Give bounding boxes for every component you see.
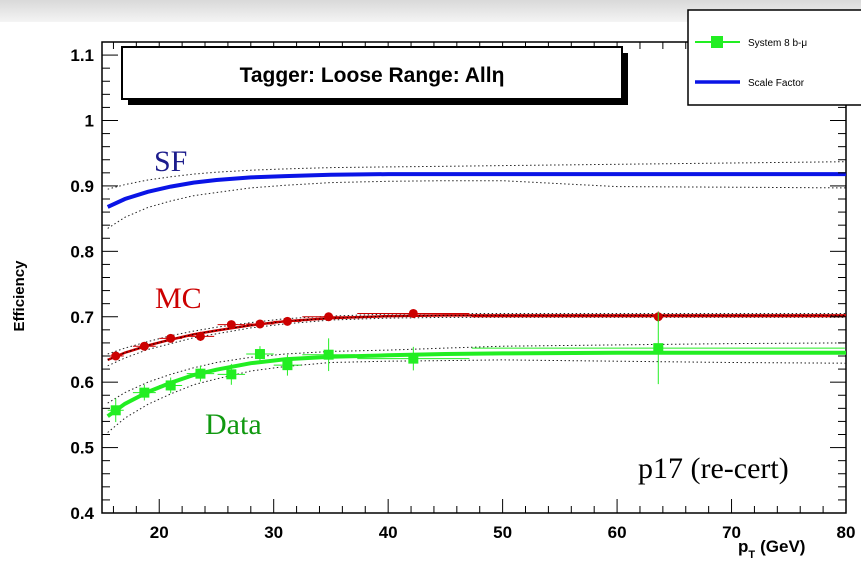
mc-point xyxy=(139,341,149,351)
mc-annotation: MC xyxy=(155,282,202,315)
x-tick-label: 80 xyxy=(837,523,856,542)
data-fit-curve xyxy=(106,350,846,418)
sf-curve xyxy=(106,172,846,209)
legend-data-label: System 8 b-μ xyxy=(748,38,807,49)
x-tick-label: 60 xyxy=(608,523,627,542)
y-tick-label: 0.7 xyxy=(70,308,94,327)
data-point xyxy=(195,368,206,379)
sf-band-upper xyxy=(107,161,847,190)
y-tick-label: 0.4 xyxy=(70,504,94,523)
y-tick-label: 0.8 xyxy=(70,242,94,261)
window-top-strip xyxy=(0,0,861,22)
data-annotation: Data xyxy=(205,408,262,441)
data-point xyxy=(408,353,419,364)
mc-point xyxy=(282,316,292,326)
legend-data-marker xyxy=(711,36,723,48)
y-tick-label: 0.5 xyxy=(70,439,94,458)
x-axis-label-p: p xyxy=(738,537,748,556)
mc-point xyxy=(195,331,205,341)
x-tick-label: 40 xyxy=(379,523,398,542)
x-axis-label: pT (GeV) xyxy=(738,537,805,561)
y-tick-label: 1 xyxy=(85,112,94,131)
x-axis-label-subscript: T xyxy=(748,549,755,561)
mc-point xyxy=(408,308,418,318)
sf-band-lower xyxy=(107,180,847,229)
mc-band-lower xyxy=(107,316,846,367)
mc-point xyxy=(226,320,236,330)
mc-point xyxy=(166,333,176,343)
x-tick-label: 30 xyxy=(264,523,283,542)
data-point xyxy=(254,349,265,360)
data-point xyxy=(653,343,664,354)
data-point xyxy=(323,349,334,360)
mc-point xyxy=(255,319,265,329)
x-tick-label: 50 xyxy=(493,523,512,542)
data-point xyxy=(110,405,121,416)
x-tick-label: 70 xyxy=(722,523,741,542)
y-tick-label: 0.9 xyxy=(70,177,94,196)
legend-box xyxy=(687,9,861,106)
data-point xyxy=(165,380,176,391)
data-point xyxy=(226,369,237,380)
mc-point xyxy=(324,312,334,322)
chart-title: Tagger: Loose Range: Allη xyxy=(240,64,505,87)
mc-fit-curve-dotted xyxy=(107,314,846,361)
y-tick-label: 0.6 xyxy=(70,373,94,392)
mc-point xyxy=(111,351,121,361)
legend-sf-label: Scale Factor xyxy=(748,78,805,89)
y-axis-label: Efficiency xyxy=(11,260,28,332)
version-annotation: p17 (re-cert) xyxy=(638,452,789,485)
sf-annotation: SF xyxy=(154,145,187,178)
data-band-upper xyxy=(107,342,847,404)
data-point xyxy=(282,360,293,371)
y-tick-label: 1.1 xyxy=(70,46,94,65)
data-point xyxy=(139,387,150,398)
x-axis-label-unit: (GeV) xyxy=(760,537,805,556)
plot-frame xyxy=(101,41,847,514)
x-tick-label: 20 xyxy=(150,523,169,542)
title-box xyxy=(121,46,623,100)
